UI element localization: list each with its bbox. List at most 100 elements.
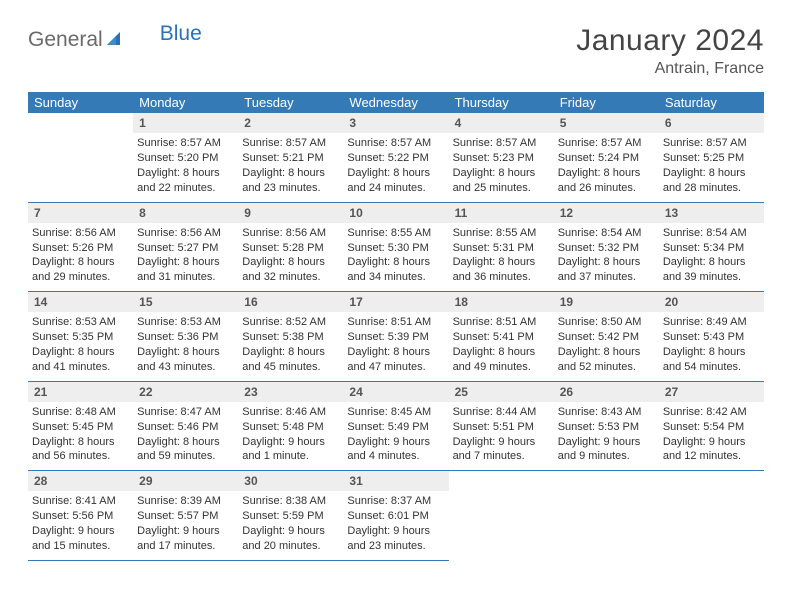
logo-text-blue: Blue xyxy=(160,22,202,46)
day1-text: Daylight: 8 hours xyxy=(453,255,550,270)
day1-text: Daylight: 8 hours xyxy=(347,345,444,360)
day-number: 2 xyxy=(238,113,343,133)
calendar-cell: 21Sunrise: 8:48 AMSunset: 5:45 PMDayligh… xyxy=(28,381,133,471)
calendar-week-row: 14Sunrise: 8:53 AMSunset: 5:35 PMDayligh… xyxy=(28,292,764,382)
day2-text: and 36 minutes. xyxy=(453,270,550,285)
day-number: 3 xyxy=(343,113,448,133)
calendar-cell: 4Sunrise: 8:57 AMSunset: 5:23 PMDaylight… xyxy=(449,113,554,202)
calendar-cell: 26Sunrise: 8:43 AMSunset: 5:53 PMDayligh… xyxy=(554,381,659,471)
sunrise-text: Sunrise: 8:53 AM xyxy=(32,315,129,330)
day2-text: and 34 minutes. xyxy=(347,270,444,285)
cell-content: Sunrise: 8:56 AMSunset: 5:27 PMDaylight:… xyxy=(137,226,234,285)
sunset-text: Sunset: 5:30 PM xyxy=(347,241,444,256)
cell-content: Sunrise: 8:43 AMSunset: 5:53 PMDaylight:… xyxy=(558,405,655,464)
day-number: 22 xyxy=(133,382,238,402)
sunrise-text: Sunrise: 8:38 AM xyxy=(242,494,339,509)
sunrise-text: Sunrise: 8:51 AM xyxy=(347,315,444,330)
calendar-week-row: 1Sunrise: 8:57 AMSunset: 5:20 PMDaylight… xyxy=(28,113,764,202)
day-number-blank xyxy=(659,471,764,491)
calendar-cell: 6Sunrise: 8:57 AMSunset: 5:25 PMDaylight… xyxy=(659,113,764,202)
day2-text: and 4 minutes. xyxy=(347,449,444,464)
sunrise-text: Sunrise: 8:55 AM xyxy=(347,226,444,241)
day-number: 31 xyxy=(343,471,448,491)
day2-text: and 47 minutes. xyxy=(347,360,444,375)
calendar-week-row: 21Sunrise: 8:48 AMSunset: 5:45 PMDayligh… xyxy=(28,381,764,471)
day-number: 23 xyxy=(238,382,343,402)
calendar-cell: 17Sunrise: 8:51 AMSunset: 5:39 PMDayligh… xyxy=(343,292,448,382)
day2-text: and 22 minutes. xyxy=(137,181,234,196)
day1-text: Daylight: 9 hours xyxy=(663,435,760,450)
day1-text: Daylight: 9 hours xyxy=(242,524,339,539)
day2-text: and 43 minutes. xyxy=(137,360,234,375)
cell-content: Sunrise: 8:47 AMSunset: 5:46 PMDaylight:… xyxy=(137,405,234,464)
day1-text: Daylight: 8 hours xyxy=(558,166,655,181)
calendar-cell: 25Sunrise: 8:44 AMSunset: 5:51 PMDayligh… xyxy=(449,381,554,471)
sunset-text: Sunset: 5:23 PM xyxy=(453,151,550,166)
sunrise-text: Sunrise: 8:57 AM xyxy=(453,136,550,151)
day1-text: Daylight: 8 hours xyxy=(242,345,339,360)
cell-content: Sunrise: 8:45 AMSunset: 5:49 PMDaylight:… xyxy=(347,405,444,464)
logo: General Blue xyxy=(28,24,202,52)
calendar-body: 1Sunrise: 8:57 AMSunset: 5:20 PMDaylight… xyxy=(28,113,764,560)
cell-content: Sunrise: 8:41 AMSunset: 5:56 PMDaylight:… xyxy=(32,494,129,553)
calendar-cell xyxy=(659,471,764,561)
sunset-text: Sunset: 5:56 PM xyxy=(32,509,129,524)
calendar-cell: 5Sunrise: 8:57 AMSunset: 5:24 PMDaylight… xyxy=(554,113,659,202)
cell-content: Sunrise: 8:57 AMSunset: 5:23 PMDaylight:… xyxy=(453,136,550,195)
sunset-text: Sunset: 5:22 PM xyxy=(347,151,444,166)
cell-content: Sunrise: 8:49 AMSunset: 5:43 PMDaylight:… xyxy=(663,315,760,374)
day1-text: Daylight: 9 hours xyxy=(453,435,550,450)
logo-text-gray: General xyxy=(28,28,103,52)
sunrise-text: Sunrise: 8:41 AM xyxy=(32,494,129,509)
day1-text: Daylight: 9 hours xyxy=(242,435,339,450)
calendar-cell: 20Sunrise: 8:49 AMSunset: 5:43 PMDayligh… xyxy=(659,292,764,382)
sunrise-text: Sunrise: 8:39 AM xyxy=(137,494,234,509)
sunrise-text: Sunrise: 8:51 AM xyxy=(453,315,550,330)
day-header: Sunday xyxy=(28,92,133,113)
calendar-cell: 12Sunrise: 8:54 AMSunset: 5:32 PMDayligh… xyxy=(554,202,659,292)
day1-text: Daylight: 9 hours xyxy=(32,524,129,539)
day2-text: and 56 minutes. xyxy=(32,449,129,464)
day1-text: Daylight: 8 hours xyxy=(137,255,234,270)
sunset-text: Sunset: 5:28 PM xyxy=(242,241,339,256)
sunset-text: Sunset: 5:45 PM xyxy=(32,420,129,435)
cell-content: Sunrise: 8:57 AMSunset: 5:22 PMDaylight:… xyxy=(347,136,444,195)
day1-text: Daylight: 8 hours xyxy=(32,435,129,450)
day-number: 11 xyxy=(449,203,554,223)
sunrise-text: Sunrise: 8:44 AM xyxy=(453,405,550,420)
cell-content: Sunrise: 8:53 AMSunset: 5:35 PMDaylight:… xyxy=(32,315,129,374)
sunrise-text: Sunrise: 8:45 AM xyxy=(347,405,444,420)
day2-text: and 28 minutes. xyxy=(663,181,760,196)
day1-text: Daylight: 8 hours xyxy=(347,166,444,181)
calendar-cell xyxy=(554,471,659,561)
calendar-cell: 24Sunrise: 8:45 AMSunset: 5:49 PMDayligh… xyxy=(343,381,448,471)
sunset-text: Sunset: 5:32 PM xyxy=(558,241,655,256)
sunrise-text: Sunrise: 8:48 AM xyxy=(32,405,129,420)
day1-text: Daylight: 8 hours xyxy=(32,345,129,360)
calendar-cell: 14Sunrise: 8:53 AMSunset: 5:35 PMDayligh… xyxy=(28,292,133,382)
day-number: 19 xyxy=(554,292,659,312)
day2-text: and 24 minutes. xyxy=(347,181,444,196)
calendar-cell: 15Sunrise: 8:53 AMSunset: 5:36 PMDayligh… xyxy=(133,292,238,382)
sunset-text: Sunset: 5:57 PM xyxy=(137,509,234,524)
sunrise-text: Sunrise: 8:50 AM xyxy=(558,315,655,330)
sunrise-text: Sunrise: 8:56 AM xyxy=(32,226,129,241)
sunset-text: Sunset: 5:41 PM xyxy=(453,330,550,345)
day-number: 9 xyxy=(238,203,343,223)
calendar-cell: 9 Sunrise: 8:56 AMSunset: 5:28 PMDaylight… xyxy=(238,202,343,292)
day2-text: and 37 minutes. xyxy=(558,270,655,285)
sunset-text: Sunset: 5:42 PM xyxy=(558,330,655,345)
day-header-row: Sunday Monday Tuesday Wednesday Thursday… xyxy=(28,92,764,113)
sunset-text: Sunset: 5:21 PM xyxy=(242,151,339,166)
calendar-table: Sunday Monday Tuesday Wednesday Thursday… xyxy=(28,92,764,561)
day1-text: Daylight: 8 hours xyxy=(242,166,339,181)
day1-text: Daylight: 8 hours xyxy=(347,255,444,270)
day-number: 15 xyxy=(133,292,238,312)
sunrise-text: Sunrise: 8:49 AM xyxy=(663,315,760,330)
calendar-cell: 30Sunrise: 8:38 AMSunset: 5:59 PMDayligh… xyxy=(238,471,343,561)
cell-content: Sunrise: 8:56 AMSunset: 5:28 PMDaylight:… xyxy=(242,226,339,285)
day2-text: and 15 minutes. xyxy=(32,539,129,554)
sunrise-text: Sunrise: 8:57 AM xyxy=(137,136,234,151)
day2-text: and 39 minutes. xyxy=(663,270,760,285)
day2-text: and 1 minute. xyxy=(242,449,339,464)
